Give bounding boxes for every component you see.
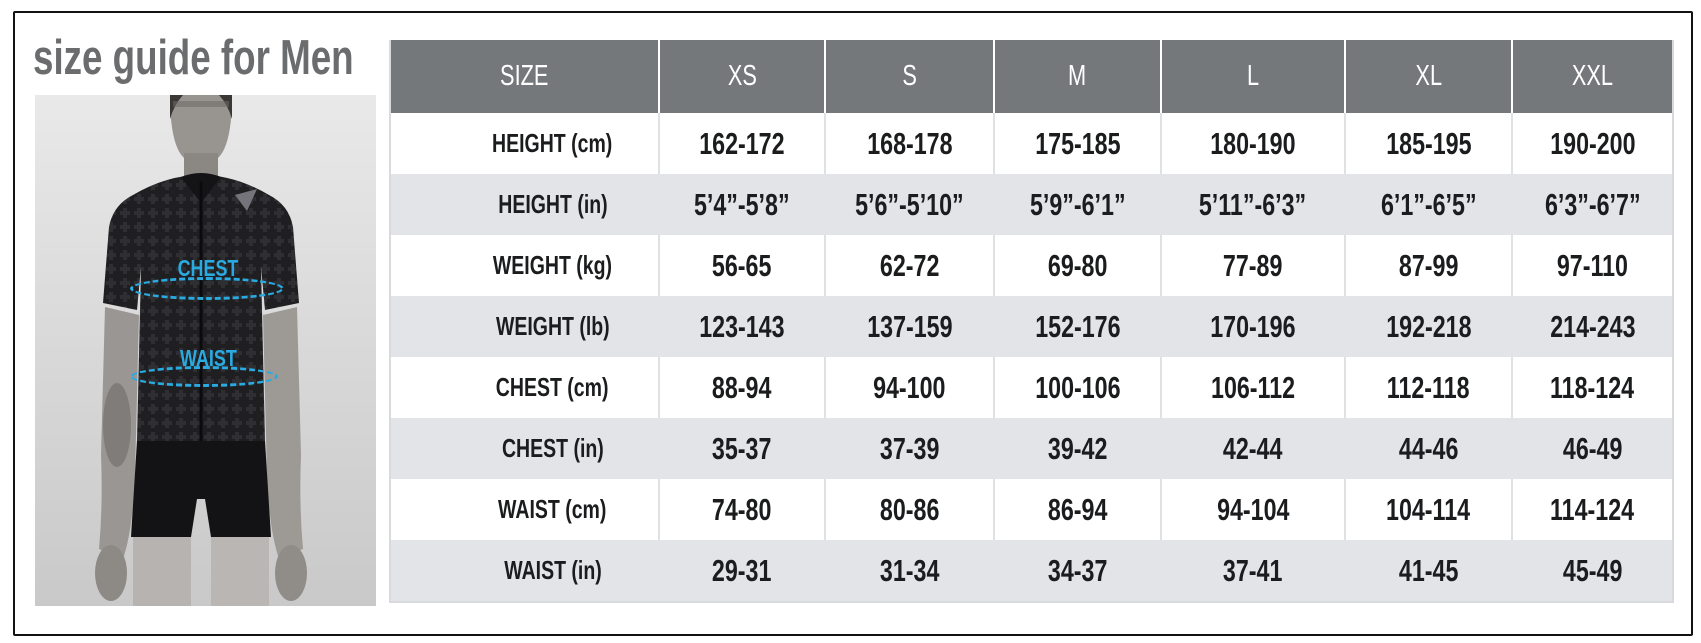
page-title: size guide for Men — [33, 31, 460, 86]
size-value-cell: 123-143 — [699, 308, 785, 344]
size-value-cell: 5’6”-5’10” — [855, 186, 964, 222]
size-value-cell: 6’1”-6’5” — [1380, 186, 1477, 222]
size-value-cell: 44-46 — [1398, 430, 1459, 466]
table-row: HEIGHT (cm) 162-172 168-178 175-185 180-190 1… — [391, 113, 1672, 174]
table-row: CHEST (cm) 88-94 94-100 100-106 106-112 112-1… — [391, 357, 1672, 418]
chest-measure-ellipse — [130, 277, 284, 300]
size-value-cell: 192-218 — [1385, 308, 1472, 344]
size-value-cell: 6’3”-6’7” — [1544, 186, 1641, 222]
column-header-l: L — [1160, 40, 1344, 113]
size-value-cell: 87-99 — [1344, 235, 1511, 296]
size-value-cell: 104-114 — [1344, 479, 1511, 540]
size-table-body: HEIGHT (cm) 162-172 168-178 175-185 180-190 1… — [391, 113, 1672, 601]
waist-measure-label: WAIST — [153, 347, 263, 370]
size-value-cell: 152-176 — [1034, 308, 1121, 344]
waist-measure-ellipse — [130, 366, 278, 387]
column-header-s: S — [824, 40, 993, 113]
column-header-size: SIZE — [391, 40, 658, 113]
size-value-cell: 175-185 — [993, 113, 1160, 174]
chest-measure-label-text: CHEST — [177, 255, 239, 281]
size-value-cell: 137-159 — [866, 308, 953, 344]
row-label: WEIGHT (lb) — [495, 311, 610, 341]
size-value-cell: 5’4”-5’8” — [694, 186, 790, 222]
size-value-cell: 42-44 — [1223, 430, 1283, 466]
size-value-cell: 5’9”-6’1” — [1029, 186, 1126, 222]
size-value-cell: 180-190 — [1160, 113, 1344, 174]
size-value-cell: 214-243 — [1549, 308, 1636, 344]
row-label: WEIGHT (kg) — [492, 250, 613, 280]
table-row: HEIGHT (in) 5’4”-5’8” 5’6”-5’10” 5’9”-6’1” 5… — [391, 174, 1672, 235]
size-table: SIZE XS S M L XL XXL HEIGHT (cm) 162-172 168-178… — [389, 40, 1674, 603]
size-value-cell: 80-86 — [824, 479, 993, 540]
size-value-cell: 118-124 — [1511, 357, 1672, 418]
table-row: WAIST (in) 29-31 31-34 34-37 37-41 41-45 45-49 — [391, 540, 1672, 601]
panel-border — [13, 11, 1693, 636]
size-value-cell: 100-106 — [993, 357, 1160, 418]
size-value-cell: 34-37 — [1047, 552, 1108, 588]
size-table-header-row: SIZE XS S M L XL XXL — [391, 40, 1672, 113]
size-value-cell: 56-65 — [658, 235, 824, 296]
column-header-m: M — [993, 40, 1160, 113]
size-value-cell: 29-31 — [712, 552, 772, 588]
size-value-cell: 46-49 — [1562, 430, 1623, 466]
size-value-cell: 106-112 — [1160, 357, 1344, 418]
page-title-text: size guide for Men — [33, 31, 354, 85]
size-value-cell: 97-110 — [1511, 235, 1672, 296]
row-label: WAIST (cm) — [498, 494, 607, 524]
table-row: WEIGHT (lb) 123-143 137-159 152-176 170-196 1… — [391, 296, 1672, 357]
size-value-cell: 94-104 — [1160, 479, 1344, 540]
size-value-cell: 74-80 — [658, 479, 824, 540]
waist-measure-label-text: WAIST — [179, 345, 237, 371]
size-value-cell: 62-72 — [824, 235, 993, 296]
size-value-cell: 41-45 — [1398, 552, 1459, 588]
size-value-cell: 77-89 — [1160, 235, 1344, 296]
size-value-cell: 185-195 — [1344, 113, 1511, 174]
size-value-cell: 35-37 — [712, 430, 772, 466]
model-photo: CHEST WAIST — [35, 95, 376, 606]
size-value-cell: 190-200 — [1511, 113, 1672, 174]
table-row: WEIGHT (kg) 56-65 62-72 69-80 77-89 87-99 97-1… — [391, 235, 1672, 296]
column-header-xs: XS — [658, 40, 824, 113]
size-value-cell: 37-39 — [879, 430, 940, 466]
size-value-cell: 5’11”-6’3” — [1199, 186, 1307, 222]
size-value-cell: 170-196 — [1210, 308, 1296, 344]
column-header-xl: XL — [1344, 40, 1511, 113]
size-value-cell: 39-42 — [1047, 430, 1108, 466]
row-label: WAIST (in) — [503, 555, 602, 585]
size-value-cell: 168-178 — [824, 113, 993, 174]
row-label: HEIGHT (in) — [497, 189, 608, 219]
size-value-cell: 69-80 — [993, 235, 1160, 296]
chest-measure-label: CHEST — [153, 257, 263, 280]
size-value-cell: 162-172 — [658, 113, 824, 174]
size-value-cell: 94-100 — [824, 357, 993, 418]
size-value-cell: 112-118 — [1344, 357, 1511, 418]
size-value-cell: 45-49 — [1562, 552, 1623, 588]
table-row: CHEST (in) 35-37 37-39 39-42 42-44 44-46 46-49 — [391, 418, 1672, 479]
row-label: HEIGHT (cm) — [492, 128, 613, 158]
size-value-cell: 31-34 — [879, 552, 940, 588]
row-label: CHEST (in) — [501, 433, 604, 463]
size-value-cell: 114-124 — [1511, 479, 1672, 540]
size-value-cell: 37-41 — [1223, 552, 1283, 588]
size-value-cell: 88-94 — [658, 357, 824, 418]
table-row: WAIST (cm) 74-80 80-86 86-94 94-104 104-114 11… — [391, 479, 1672, 540]
column-header-xxl: XXL — [1511, 40, 1672, 113]
size-value-cell: 86-94 — [993, 479, 1160, 540]
row-label: CHEST (cm) — [496, 372, 609, 402]
